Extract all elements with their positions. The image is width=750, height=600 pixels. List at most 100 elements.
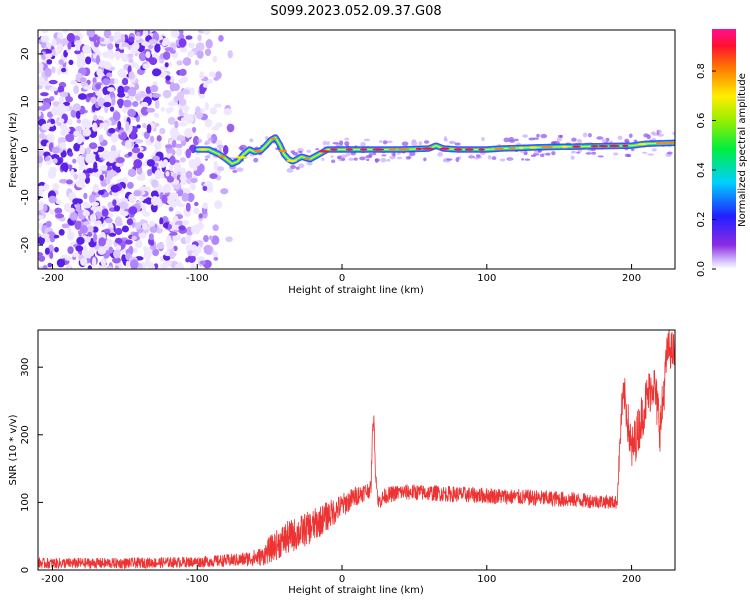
spectrogram-noise-speckle xyxy=(99,122,108,128)
spectrogram-trace-halo xyxy=(596,136,604,140)
spectrogram-noise-speckle xyxy=(170,30,180,38)
spectrogram-trace-halo xyxy=(628,133,633,139)
spectrogram-noise-speckle xyxy=(166,239,174,250)
spectrogram-trace-halo xyxy=(630,148,635,152)
spectrogram-noise-speckle xyxy=(173,162,182,170)
spectrogram-x-axis-label: Height of straight line (km) xyxy=(288,285,424,296)
spectrogram-noise-speckle xyxy=(164,259,172,267)
spectrogram-trace-peak xyxy=(318,150,330,153)
spectrogram-trace-halo xyxy=(306,161,313,166)
spectrogram-noise-speckle xyxy=(52,183,60,191)
spectrogram-noise-speckle xyxy=(175,143,183,149)
spectrogram-noise-speckle xyxy=(183,104,189,114)
spectrogram-noise-speckle xyxy=(66,164,73,170)
spectrogram-trace-halo xyxy=(521,158,525,161)
spectrogram-noise-speckle xyxy=(135,93,142,102)
snr-series-line xyxy=(38,330,675,569)
spectrogram-noise-speckle xyxy=(178,122,188,127)
spectrogram-noise-speckle xyxy=(38,97,43,103)
spectrogram-noise-speckle xyxy=(142,30,149,37)
spectrogram-noise-speckle xyxy=(187,50,195,58)
spectrogram-noise-speckle xyxy=(159,217,164,226)
spectrogram-noise-speckle xyxy=(202,202,209,209)
spectrogram-noise-speckle xyxy=(103,94,111,104)
spectrogram-noise-speckle xyxy=(40,92,49,97)
spectrogram-noise-speckle xyxy=(197,34,202,42)
spectrogram-x-ticks: -200 -100 0 100 200 xyxy=(41,264,641,284)
spectrogram-noise-speckle xyxy=(167,224,172,230)
spectrogram-noise-speckle xyxy=(139,186,149,191)
spectrogram-trace-halo xyxy=(540,133,548,139)
spectrogram-noise-speckle xyxy=(175,220,184,226)
spectrogram-noise-speckle xyxy=(86,30,96,38)
spectrogram-noise-speckle xyxy=(149,84,159,93)
spectrogram-trace-peak xyxy=(666,141,675,145)
spectrogram-noise-speckle xyxy=(127,108,136,118)
spectrogram-noise-speckle xyxy=(76,236,85,245)
spectrogram-trace-halo xyxy=(418,141,423,145)
spectrogram-trace-halo xyxy=(508,139,516,143)
spectrogram-trace-halo xyxy=(396,156,403,160)
spectrogram-noise-speckle xyxy=(142,222,148,231)
spectrogram-noise-speckle xyxy=(149,226,158,233)
spectrogram-noise-speckle xyxy=(120,131,127,139)
spectrogram-noise-speckle xyxy=(67,231,75,241)
spectrogram-trace-halo xyxy=(232,169,238,173)
spectrogram-trace-halo xyxy=(605,137,610,142)
colorbar-tick-label: 0.2 xyxy=(696,212,707,228)
spectrogram-noise-speckle xyxy=(179,175,187,182)
spectrogram-trace-halo xyxy=(576,138,582,144)
spectrogram-noise-speckle xyxy=(74,220,82,230)
spectrogram-trace-halo xyxy=(315,148,320,151)
spectrogram-noise-speckle xyxy=(101,208,109,217)
spectrogram-noise-speckle xyxy=(98,237,106,247)
colorbar-tick-label: 0.0 xyxy=(696,261,707,277)
spectrogram-trace-halo xyxy=(321,157,325,162)
spectrogram-noise-speckle xyxy=(178,203,186,208)
spectrogram-noise-speckle xyxy=(99,164,108,171)
spectrogram-noise-speckle xyxy=(72,103,81,112)
spectrogram-noise-speckle xyxy=(191,251,199,257)
spectrogram-trace-halo xyxy=(524,158,531,161)
spectrogram-trace-peak xyxy=(359,148,368,151)
spectrogram-noise-speckle xyxy=(189,183,196,191)
spectrogram-noise-speckle xyxy=(93,232,98,243)
spectrogram-noise-speckle xyxy=(214,200,223,209)
spectrogram-noise-speckle xyxy=(161,194,168,204)
spectrogram-noise-speckle xyxy=(95,83,101,90)
spectrogram-trace-halo xyxy=(528,137,536,141)
spectrogram-noise-speckle xyxy=(102,78,111,86)
spectrogram-noise-speckle xyxy=(98,134,104,143)
spectrogram-noise-speckle xyxy=(178,78,187,84)
spectrogram-trace-halo xyxy=(446,158,453,161)
spectrogram-noise-speckle xyxy=(184,235,192,244)
spectrogram-x-tick-label: -200 xyxy=(41,273,64,284)
spectrogram-noise-speckle xyxy=(185,148,192,159)
spectrogram-noise-speckle xyxy=(160,107,166,112)
spectrogram-noise-speckle xyxy=(166,107,172,114)
spectrogram-trace-halo xyxy=(389,155,396,160)
spectrogram-trace-halo xyxy=(559,134,563,139)
spectrogram-trace-halo xyxy=(341,157,346,161)
spectrogram-noise-speckle xyxy=(82,210,90,217)
spectrogram-noise-speckle xyxy=(110,184,120,193)
spectrogram-noise-speckle xyxy=(70,169,75,177)
spectrogram-noise-speckle xyxy=(79,145,86,155)
spectrogram-noise-speckle xyxy=(78,165,85,171)
spectrogram-noise-speckle xyxy=(198,93,206,99)
spectrogram-noise-speckle xyxy=(38,155,44,164)
spectrogram-noise-speckle xyxy=(42,203,48,212)
spectrogram-noise-speckle xyxy=(108,127,116,134)
spectrogram-noise-speckle xyxy=(154,99,160,109)
spectrogram-trace-halo xyxy=(641,151,648,154)
spectrogram-noise-speckle xyxy=(148,264,156,269)
spectrogram-noise-speckle xyxy=(193,165,198,171)
spectrogram-noise-speckle xyxy=(95,205,103,212)
colorbar-ticks: 0.0 0.2 0.4 0.6 0.8 xyxy=(696,63,716,277)
spectrogram-noise-speckle xyxy=(121,254,127,263)
snr-y-axis-label: SNR (10 * v/v) xyxy=(8,414,19,485)
spectrogram-trace-peak xyxy=(345,148,353,151)
spectrogram-noise-speckle xyxy=(146,107,156,113)
spectrogram-trace-halo xyxy=(382,140,388,145)
